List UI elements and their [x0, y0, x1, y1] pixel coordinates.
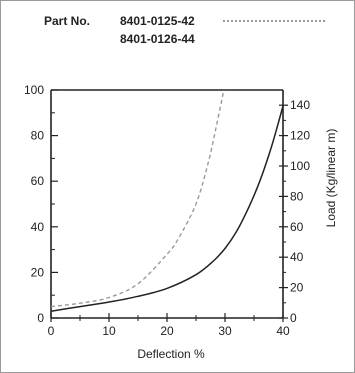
y2-tick-label: 40 — [290, 250, 304, 264]
y-tick-label: 0 — [37, 311, 44, 325]
x-tick-label: 0 — [48, 324, 55, 338]
x-tick-label: 20 — [160, 324, 174, 338]
x-tick-label: 40 — [276, 324, 290, 338]
y2-tick-label: 140 — [290, 98, 310, 112]
legend: Part No. 8401-0125-42 8401-0126-44 — [0, 0, 353, 60]
y-tick-label: 20 — [31, 265, 45, 279]
y-tick-label: 80 — [31, 129, 45, 143]
y2-tick-label: 120 — [290, 129, 310, 143]
legend-item-solid: 8401-0126-44 — [120, 32, 195, 46]
x-axis-label: Deflection % — [137, 347, 205, 361]
y-tick-label: 100 — [24, 83, 44, 97]
axes — [50, 89, 284, 319]
y-tick-label: 60 — [31, 174, 45, 188]
y2-tick-label: 20 — [290, 281, 304, 295]
x-tick-label: 10 — [102, 324, 116, 338]
series-line-solid — [50, 105, 284, 312]
x-tick-label: 30 — [218, 324, 232, 338]
series-lines — [50, 89, 284, 312]
y2-tick-label: 80 — [290, 189, 304, 203]
legend-item-dashed: 8401-0125-42 — [120, 14, 195, 28]
series-line-dashed — [50, 89, 225, 308]
y2-tick-label: 0 — [290, 311, 297, 325]
y2-tick-label: 60 — [290, 220, 304, 234]
right-y-axis-label: Load (Kg/linear m) — [324, 129, 338, 228]
legend-swatch-dashed — [223, 20, 325, 22]
ticks: 0 20 40 60 80 100 0 20 40 60 80 100 120 140 0 10 20 30 40 — [24, 83, 310, 338]
y-tick-label: 40 — [31, 220, 45, 234]
y2-tick-label: 100 — [290, 159, 310, 173]
legend-title: Part No. — [44, 14, 91, 28]
